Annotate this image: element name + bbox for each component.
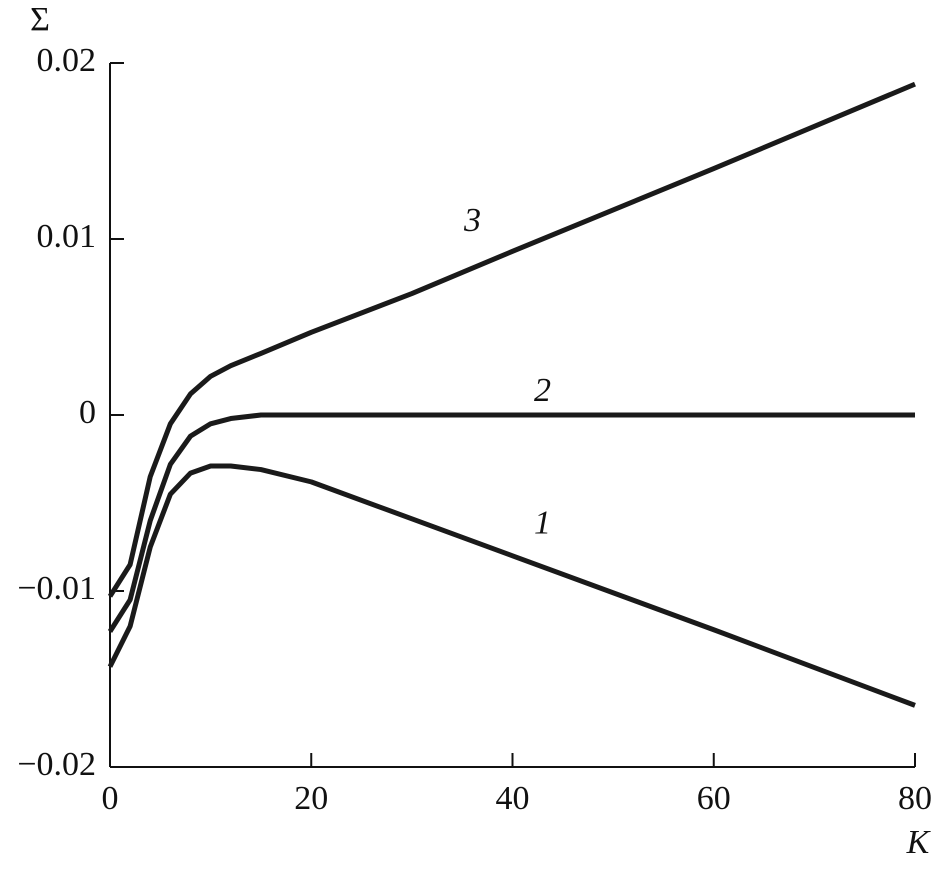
curve-label: 2 — [534, 372, 551, 409]
y-tick-label: −0.02 — [17, 746, 96, 783]
line-series — [107, 81, 916, 598]
y-tick-label: −0.01 — [17, 570, 96, 607]
x-tick-label: 80 — [898, 780, 932, 817]
y-tick-label: 0.02 — [37, 42, 97, 79]
x-axis-label: K — [906, 824, 932, 861]
x-tick-label: 0 — [102, 780, 119, 817]
curve-label: 3 — [463, 202, 481, 239]
x-tick-label: 20 — [294, 780, 328, 817]
line-series — [107, 412, 915, 633]
x-tick-label: 40 — [496, 780, 530, 817]
line-series — [107, 463, 916, 708]
y-axis-label: Σ — [30, 1, 50, 38]
x-tick-label: 60 — [697, 780, 731, 817]
curve-label: 1 — [534, 505, 551, 542]
y-tick-label: 0.01 — [37, 218, 97, 255]
y-tick-label: 0 — [79, 394, 96, 431]
